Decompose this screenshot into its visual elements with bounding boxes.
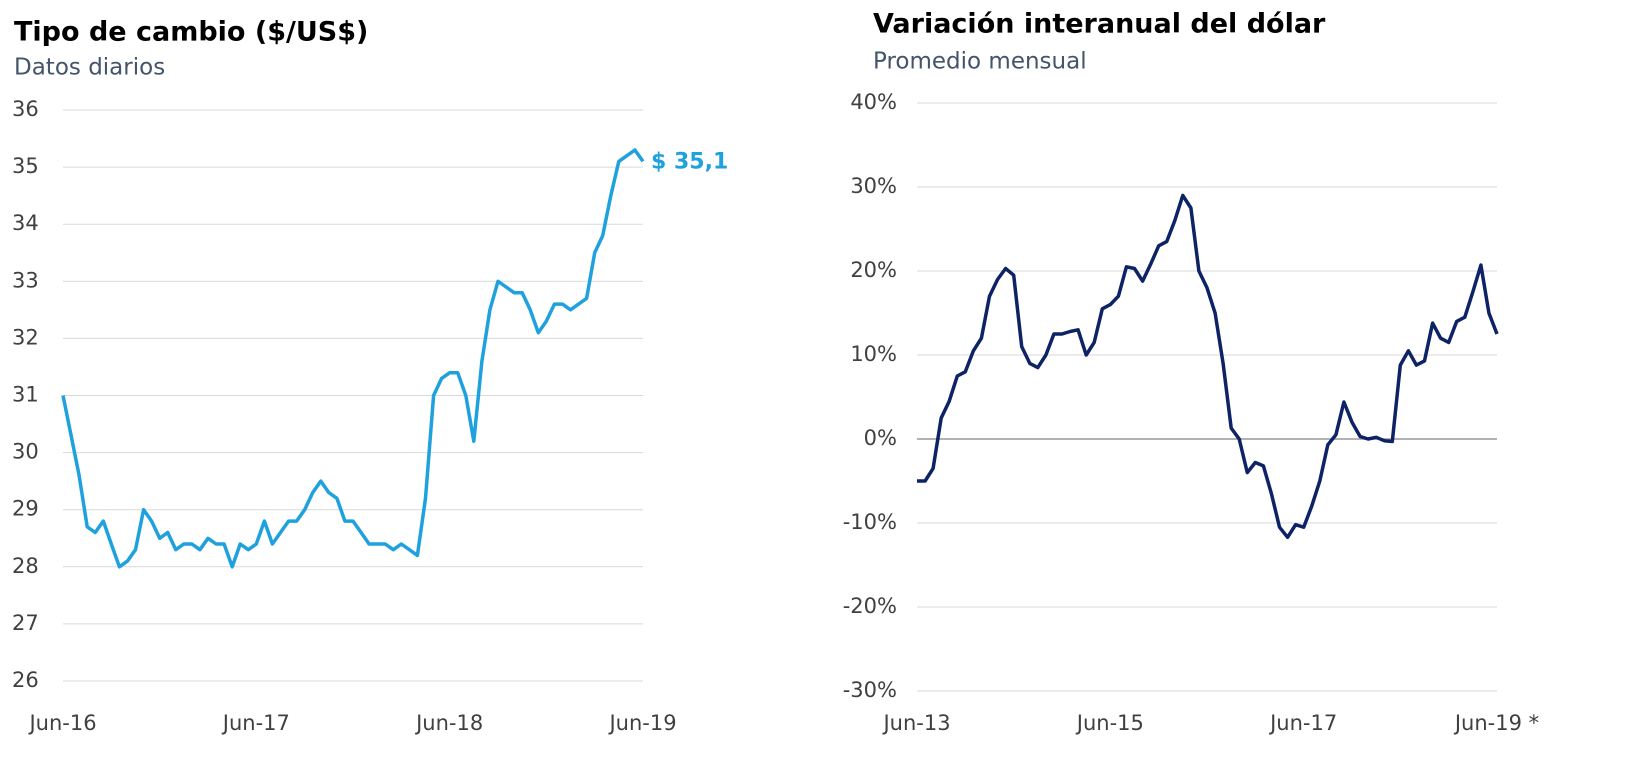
chart-title: Variación interanual del dólar <box>873 9 1326 40</box>
x-tick-label: Jun-19 <box>607 711 676 735</box>
y-tick-label: 30% <box>850 174 897 198</box>
chart-title: Tipo de cambio ($/US$) <box>14 17 368 48</box>
chart-subtitle: Datos diarios <box>14 55 165 81</box>
y-tick-label: 35 <box>12 154 39 178</box>
y-tick-label: 33 <box>12 268 39 292</box>
y-tick-label: 28 <box>12 554 39 578</box>
y-tick-label: 30 <box>12 440 39 464</box>
y-tick-label: 20% <box>850 258 897 282</box>
y-tick-label: -20% <box>843 594 897 618</box>
line <box>917 193 1499 540</box>
y-tick-label: 26 <box>12 668 39 692</box>
y-tick-label: 34 <box>12 211 39 235</box>
chart-subtitle: Promedio mensual <box>873 49 1087 75</box>
data-label: $ 35,1 <box>651 149 728 174</box>
x-tick-label: Jun-19 * <box>1453 711 1539 735</box>
x-tick-label: Jun-16 <box>27 711 96 735</box>
y-tick-label: 27 <box>12 611 39 635</box>
x-tick-label: Jun-15 <box>1075 711 1144 735</box>
y-tick-label: 32 <box>12 325 39 349</box>
y-tick-label: 10% <box>850 342 897 366</box>
x-tick-label: Jun-17 <box>221 711 290 735</box>
y-tick-label: 0% <box>864 426 897 450</box>
x-tick-label: Jun-18 <box>414 711 483 735</box>
y-tick-label: 29 <box>12 497 39 521</box>
y-tick-label: 40% <box>850 90 897 114</box>
x-tick-label: Jun-13 <box>881 711 950 735</box>
y-tick-label: -30% <box>843 678 897 702</box>
line <box>61 148 645 569</box>
y-tick-label: 31 <box>12 383 39 407</box>
y-tick-label: -10% <box>843 510 897 534</box>
x-tick-label: Jun-17 <box>1268 711 1337 735</box>
y-tick-label: 36 <box>12 97 39 121</box>
